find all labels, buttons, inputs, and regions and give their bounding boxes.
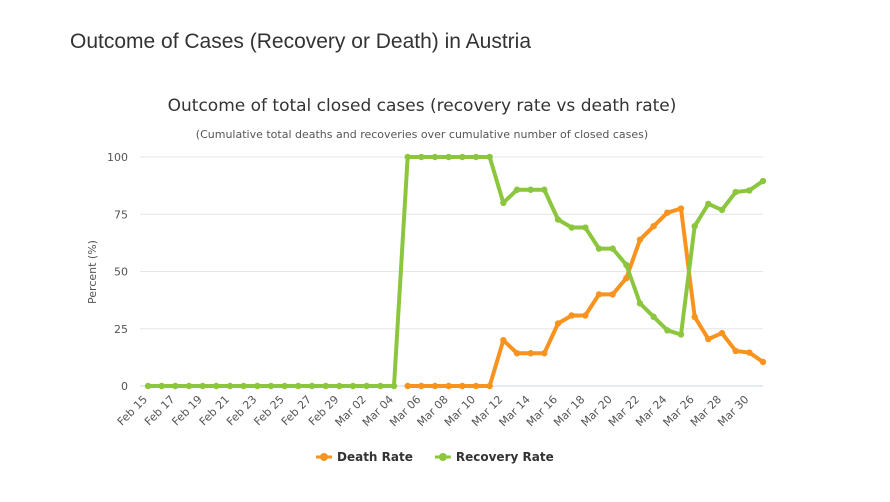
data-point[interactable] <box>500 199 507 206</box>
data-point[interactable] <box>472 382 480 390</box>
data-point[interactable] <box>759 358 767 366</box>
series-recovery-rate <box>144 153 767 390</box>
data-point[interactable] <box>445 382 452 390</box>
series-line-death-rate <box>405 206 765 388</box>
data-point[interactable] <box>500 337 507 344</box>
legend-label: Recovery Rate <box>456 450 554 464</box>
data-point[interactable] <box>336 382 343 390</box>
data-point[interactable] <box>527 186 534 193</box>
data-point[interactable] <box>609 245 616 252</box>
data-point[interactable] <box>472 153 480 161</box>
data-point[interactable] <box>541 350 548 357</box>
data-point[interactable] <box>486 153 493 161</box>
page-heading: Outcome of Cases (Recovery or Death) in … <box>70 30 532 53</box>
data-point[interactable] <box>418 382 425 390</box>
data-point[interactable] <box>554 320 562 327</box>
data-point[interactable] <box>595 291 603 298</box>
y-tick-label: 75 <box>114 208 128 221</box>
data-point[interactable] <box>554 216 562 223</box>
series-line-recovery-rate <box>146 155 765 388</box>
data-point[interactable] <box>486 382 493 390</box>
data-point[interactable] <box>431 382 439 390</box>
data-point[interactable] <box>158 382 165 390</box>
data-point[interactable] <box>226 382 234 390</box>
y-tick-label: 0 <box>121 380 128 393</box>
data-point[interactable] <box>636 300 644 307</box>
data-point[interactable] <box>623 274 630 282</box>
chart-title: Outcome of total closed cases (recovery … <box>168 96 677 116</box>
legend-swatch-marker <box>320 453 328 461</box>
data-point[interactable] <box>240 382 247 390</box>
y-axis-ticks: 0 25 50 75 100 <box>107 151 128 393</box>
data-point[interactable] <box>718 329 726 337</box>
data-point[interactable] <box>623 261 630 269</box>
data-point[interactable] <box>390 382 398 390</box>
data-point[interactable] <box>377 382 384 390</box>
data-point[interactable] <box>759 177 767 185</box>
data-point[interactable] <box>691 222 698 230</box>
data-point[interactable] <box>213 382 220 390</box>
data-point[interactable] <box>718 206 726 214</box>
data-point[interactable] <box>732 347 739 355</box>
y-tick-label: 25 <box>114 323 128 336</box>
data-point[interactable] <box>527 350 534 357</box>
data-point[interactable] <box>322 382 329 390</box>
data-point[interactable] <box>459 382 466 390</box>
x-tick-label: Mar 30 <box>715 393 751 429</box>
data-point[interactable] <box>295 382 302 390</box>
y-tick-label: 100 <box>107 151 128 164</box>
y-tick-label: 50 <box>114 266 128 279</box>
data-point[interactable] <box>691 313 698 321</box>
data-point[interactable] <box>568 312 575 319</box>
data-point[interactable] <box>418 153 425 161</box>
data-point[interactable] <box>595 245 603 252</box>
data-point[interactable] <box>705 335 712 343</box>
data-point[interactable] <box>677 205 685 212</box>
legend-item-recovery-rate[interactable]: Recovery Rate <box>434 450 554 464</box>
series-group <box>144 153 767 390</box>
data-point[interactable] <box>677 331 685 338</box>
legend-item-death-rate[interactable]: Death Rate <box>316 450 413 464</box>
data-point[interactable] <box>144 382 152 390</box>
series-death-rate <box>404 205 767 390</box>
gridlines <box>140 156 763 387</box>
data-point[interactable] <box>513 186 521 193</box>
data-point[interactable] <box>541 186 548 193</box>
data-point[interactable] <box>267 382 275 390</box>
data-point[interactable] <box>404 153 411 161</box>
data-point[interactable] <box>513 350 521 357</box>
data-point[interactable] <box>199 382 206 390</box>
data-point[interactable] <box>254 382 261 390</box>
data-point[interactable] <box>746 187 753 194</box>
data-point[interactable] <box>185 382 193 390</box>
legend-swatch-marker <box>438 453 447 461</box>
legend-label: Death Rate <box>337 450 413 464</box>
data-point[interactable] <box>431 153 439 161</box>
data-point[interactable] <box>363 382 370 390</box>
data-point[interactable] <box>732 188 739 196</box>
data-point[interactable] <box>281 382 288 390</box>
data-point[interactable] <box>664 327 671 334</box>
data-point[interactable] <box>664 209 671 216</box>
chart-subtitle: (Cumulative total deaths and recoveries … <box>196 128 648 141</box>
data-point[interactable] <box>172 382 179 390</box>
data-point[interactable] <box>568 224 575 231</box>
data-point[interactable] <box>308 382 316 390</box>
data-point[interactable] <box>650 222 657 230</box>
data-point[interactable] <box>445 153 452 161</box>
data-point[interactable] <box>636 236 644 243</box>
legend: Death Rate Recovery Rate <box>316 450 554 464</box>
data-point[interactable] <box>582 224 589 231</box>
data-point[interactable] <box>609 291 616 298</box>
data-point[interactable] <box>650 313 657 321</box>
data-point[interactable] <box>459 153 466 161</box>
y-axis-title: Percent (%) <box>86 240 99 304</box>
data-point[interactable] <box>746 349 753 356</box>
data-point[interactable] <box>582 312 589 319</box>
data-point[interactable] <box>349 382 357 390</box>
data-point[interactable] <box>404 382 411 390</box>
data-point[interactable] <box>705 200 712 208</box>
